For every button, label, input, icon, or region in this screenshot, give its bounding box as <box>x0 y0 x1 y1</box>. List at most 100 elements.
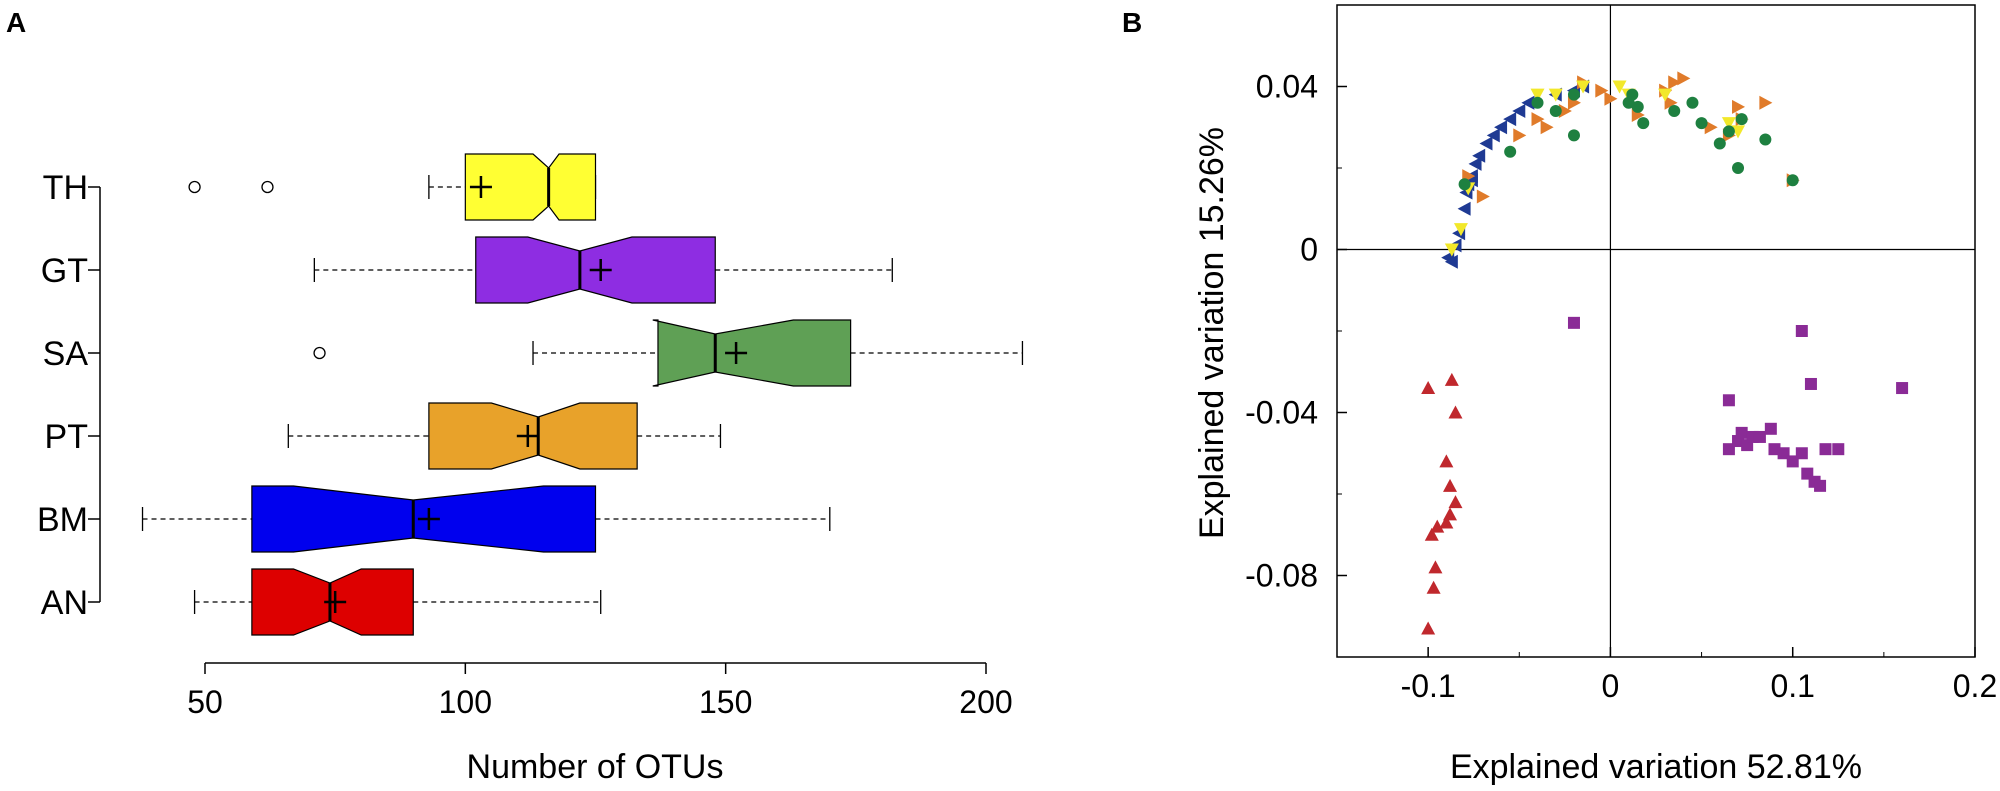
scatter-point <box>1604 91 1618 106</box>
scatter-point <box>1735 113 1748 126</box>
scatter-point <box>1548 88 1563 102</box>
scatter-point <box>1464 173 1478 188</box>
scatter-point <box>1732 162 1745 174</box>
scatter-point <box>1426 580 1441 594</box>
scatter-point <box>1631 100 1644 113</box>
scatter-point <box>1494 120 1508 135</box>
series-green <box>1458 88 1799 191</box>
scatter-point <box>1479 136 1493 151</box>
boxplot-x-tick-label: 150 <box>699 684 752 720</box>
series-yellow <box>1444 80 1746 257</box>
scatter-point <box>1722 443 1735 456</box>
boxplot-x-tick-label: 200 <box>959 684 1012 720</box>
scatter-point <box>1795 325 1808 337</box>
scatter-point <box>1503 112 1517 127</box>
box-th: TH <box>43 153 597 221</box>
scatter-point <box>1444 372 1459 386</box>
category-label: PT <box>45 418 88 456</box>
category-label: AN <box>41 584 88 622</box>
scatter-point <box>1504 145 1517 158</box>
scatter-point <box>1804 377 1817 390</box>
scatter-point <box>1695 117 1708 130</box>
scatter-point <box>1444 243 1459 257</box>
box-sa: SA <box>43 319 1024 387</box>
boxplot-x-ticks: 50 100 150 200 <box>187 663 1013 720</box>
series-blue <box>1441 79 1590 269</box>
scatter-point <box>1512 103 1526 118</box>
scatter-point <box>1677 71 1691 86</box>
scatter-point <box>1530 88 1545 102</box>
scatter-point <box>1486 128 1500 143</box>
scatter-point <box>1612 80 1627 94</box>
scatter-point <box>1721 117 1736 131</box>
scatter-point <box>1421 621 1436 635</box>
panel-a-letter: A <box>6 7 26 38</box>
box-gt: GT <box>41 236 893 304</box>
scatter-point <box>1424 527 1439 541</box>
scatter-point <box>1421 381 1436 395</box>
panel-b-letter: B <box>1122 7 1142 38</box>
scatter-x-tick-label: 0.2 <box>1953 668 1997 704</box>
scatter-y-tick-label: -0.08 <box>1245 558 1318 594</box>
category-label: GT <box>41 252 88 290</box>
outlier-point <box>313 346 326 360</box>
outlier-point <box>261 180 274 194</box>
category-label: TH <box>43 169 88 207</box>
scatter-point <box>1786 455 1799 468</box>
scatter-y-tick-label: -0.04 <box>1245 395 1318 431</box>
scatter-point <box>1759 133 1772 146</box>
scatter-point <box>1722 125 1735 138</box>
series-red <box>1421 372 1463 635</box>
boxplot-x-tick-label: 50 <box>187 684 223 720</box>
scatter-point <box>1457 201 1471 216</box>
scatter-point <box>1795 447 1808 460</box>
scatter-point <box>1768 443 1781 456</box>
scatter-y-axis-title: Explained variation 15.26% <box>1193 127 1231 539</box>
boxplot-x-tick-label: 100 <box>439 684 492 720</box>
scatter-point <box>1626 88 1639 101</box>
scatter-y-tick-label: 0 <box>1300 232 1318 268</box>
scatter-point <box>1637 117 1650 130</box>
scatter-point <box>1430 519 1445 533</box>
scatter-point <box>1567 88 1580 101</box>
box-pt: PT <box>45 402 722 470</box>
scatter-point <box>1531 112 1545 127</box>
scatter-point <box>1472 148 1486 163</box>
scatter-ticks: -0.1 0 0.1 0.2 -0.08 -0.04 0 0.04 <box>1245 4 1997 704</box>
scatter-point <box>1448 495 1463 509</box>
scatter-point <box>1819 443 1832 456</box>
scatter-points <box>1421 71 1909 635</box>
scatter-panel: -0.1 0 0.1 0.2 -0.08 -0.04 0 0.04 Explained var… <box>1193 4 1997 786</box>
scatter-point <box>1448 405 1463 419</box>
scatter-point <box>1549 104 1562 117</box>
scatter-y-tick-label: 0.04 <box>1256 69 1318 105</box>
category-label: BM <box>37 501 88 539</box>
scatter-point <box>1722 394 1735 407</box>
scatter-point <box>1786 174 1799 187</box>
scatter-point <box>1513 128 1527 143</box>
scatter-point <box>1439 454 1454 468</box>
scatter-point <box>1444 254 1458 269</box>
scatter-point <box>1540 120 1554 135</box>
scatter-point <box>1567 316 1580 329</box>
scatter-point <box>1443 478 1458 492</box>
scatter-point <box>1686 96 1699 109</box>
scatter-point <box>1668 75 1682 90</box>
scatter-point <box>1658 88 1673 102</box>
boxplot-panel: 50 100 150 200 TH GT SA PT BM AN Number of OTUs <box>37 153 1024 786</box>
scatter-point <box>1732 99 1746 114</box>
series-purple <box>1567 316 1909 492</box>
scatter-x-tick-label: -0.1 <box>1401 668 1456 704</box>
scatter-point <box>1531 96 1544 109</box>
scatter-point <box>1476 189 1490 204</box>
box-bm: BM <box>37 485 831 553</box>
notched-box <box>464 153 597 221</box>
scatter-point <box>1704 120 1718 135</box>
boxplot-boxes: TH GT SA PT BM AN <box>37 153 1024 636</box>
scatter-point <box>1521 95 1535 110</box>
outlier-point <box>188 180 201 194</box>
box-an: AN <box>41 568 602 636</box>
scatter-x-tick-label: 0 <box>1602 668 1620 704</box>
scatter-point <box>1753 430 1766 443</box>
